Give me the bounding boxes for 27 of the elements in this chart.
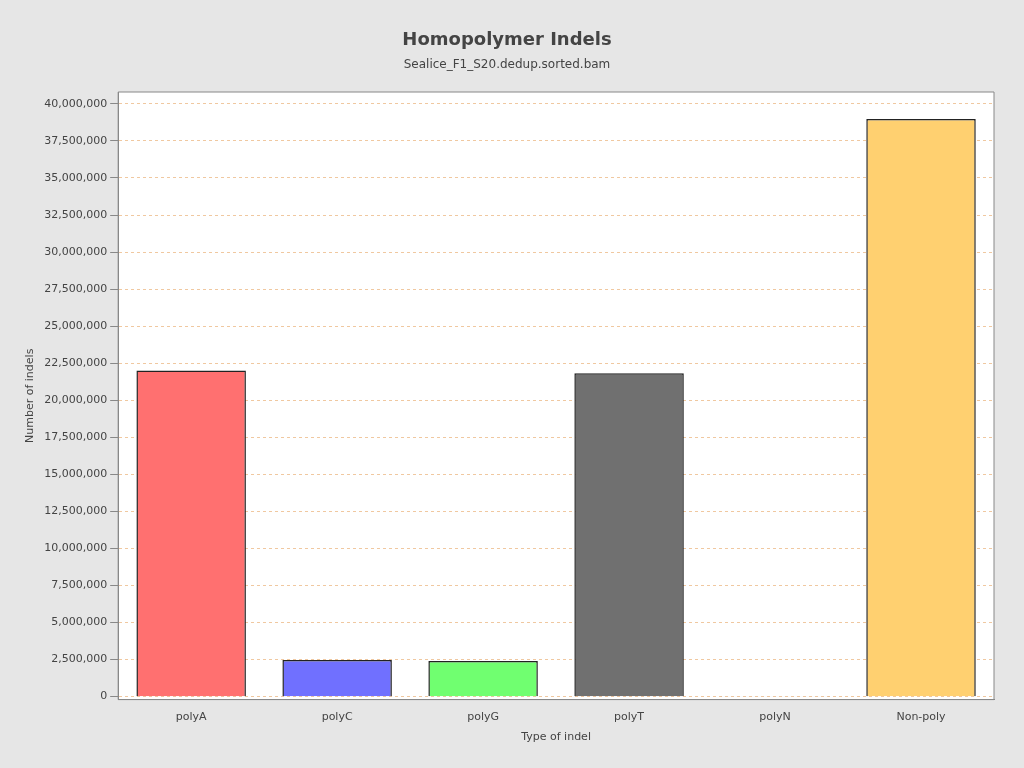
x-tick-label: polyN xyxy=(759,710,791,724)
y-tick-label: 2,500,000 xyxy=(51,652,108,666)
chart-subtitle: Sealice_F1_S20.dedup.sorted.bam xyxy=(403,56,611,71)
x-tick-label: polyA xyxy=(175,710,208,724)
y-tick-label: 37,500,000 xyxy=(44,133,108,147)
y-tick-label: 20,000,000 xyxy=(44,393,108,407)
y-tick-label: 0 xyxy=(100,689,108,703)
x-axis-title: Type of indel xyxy=(520,730,591,744)
x-tick-label: Non-poly xyxy=(896,710,947,724)
y-tick-label: 22,500,000 xyxy=(44,356,108,370)
y-tick-label: 27,500,000 xyxy=(44,281,108,295)
y-tick-label: 25,000,000 xyxy=(44,319,108,333)
y-tick-label: 17,500,000 xyxy=(44,430,108,444)
x-tick-label: polyC xyxy=(321,710,353,724)
y-tick-label: 30,000,000 xyxy=(44,244,108,258)
y-tick-label: 32,500,000 xyxy=(44,207,108,221)
y-tick-label: 5,000,000 xyxy=(51,615,108,629)
y-tick-label: 15,000,000 xyxy=(44,467,108,481)
chart-title: Homopolymer Indels xyxy=(402,28,612,50)
y-tick-label: 40,000,000 xyxy=(44,96,108,110)
y-tick-label: 10,000,000 xyxy=(44,541,108,555)
y-tick-label: 12,500,000 xyxy=(44,504,108,518)
y-tick-label: 7,500,000 xyxy=(51,578,108,592)
y-tick-label: 35,000,000 xyxy=(44,170,108,184)
y-axis-title: Number of indels xyxy=(23,348,37,443)
x-tick-label: polyG xyxy=(467,710,500,724)
x-tick-label: polyT xyxy=(614,710,645,724)
